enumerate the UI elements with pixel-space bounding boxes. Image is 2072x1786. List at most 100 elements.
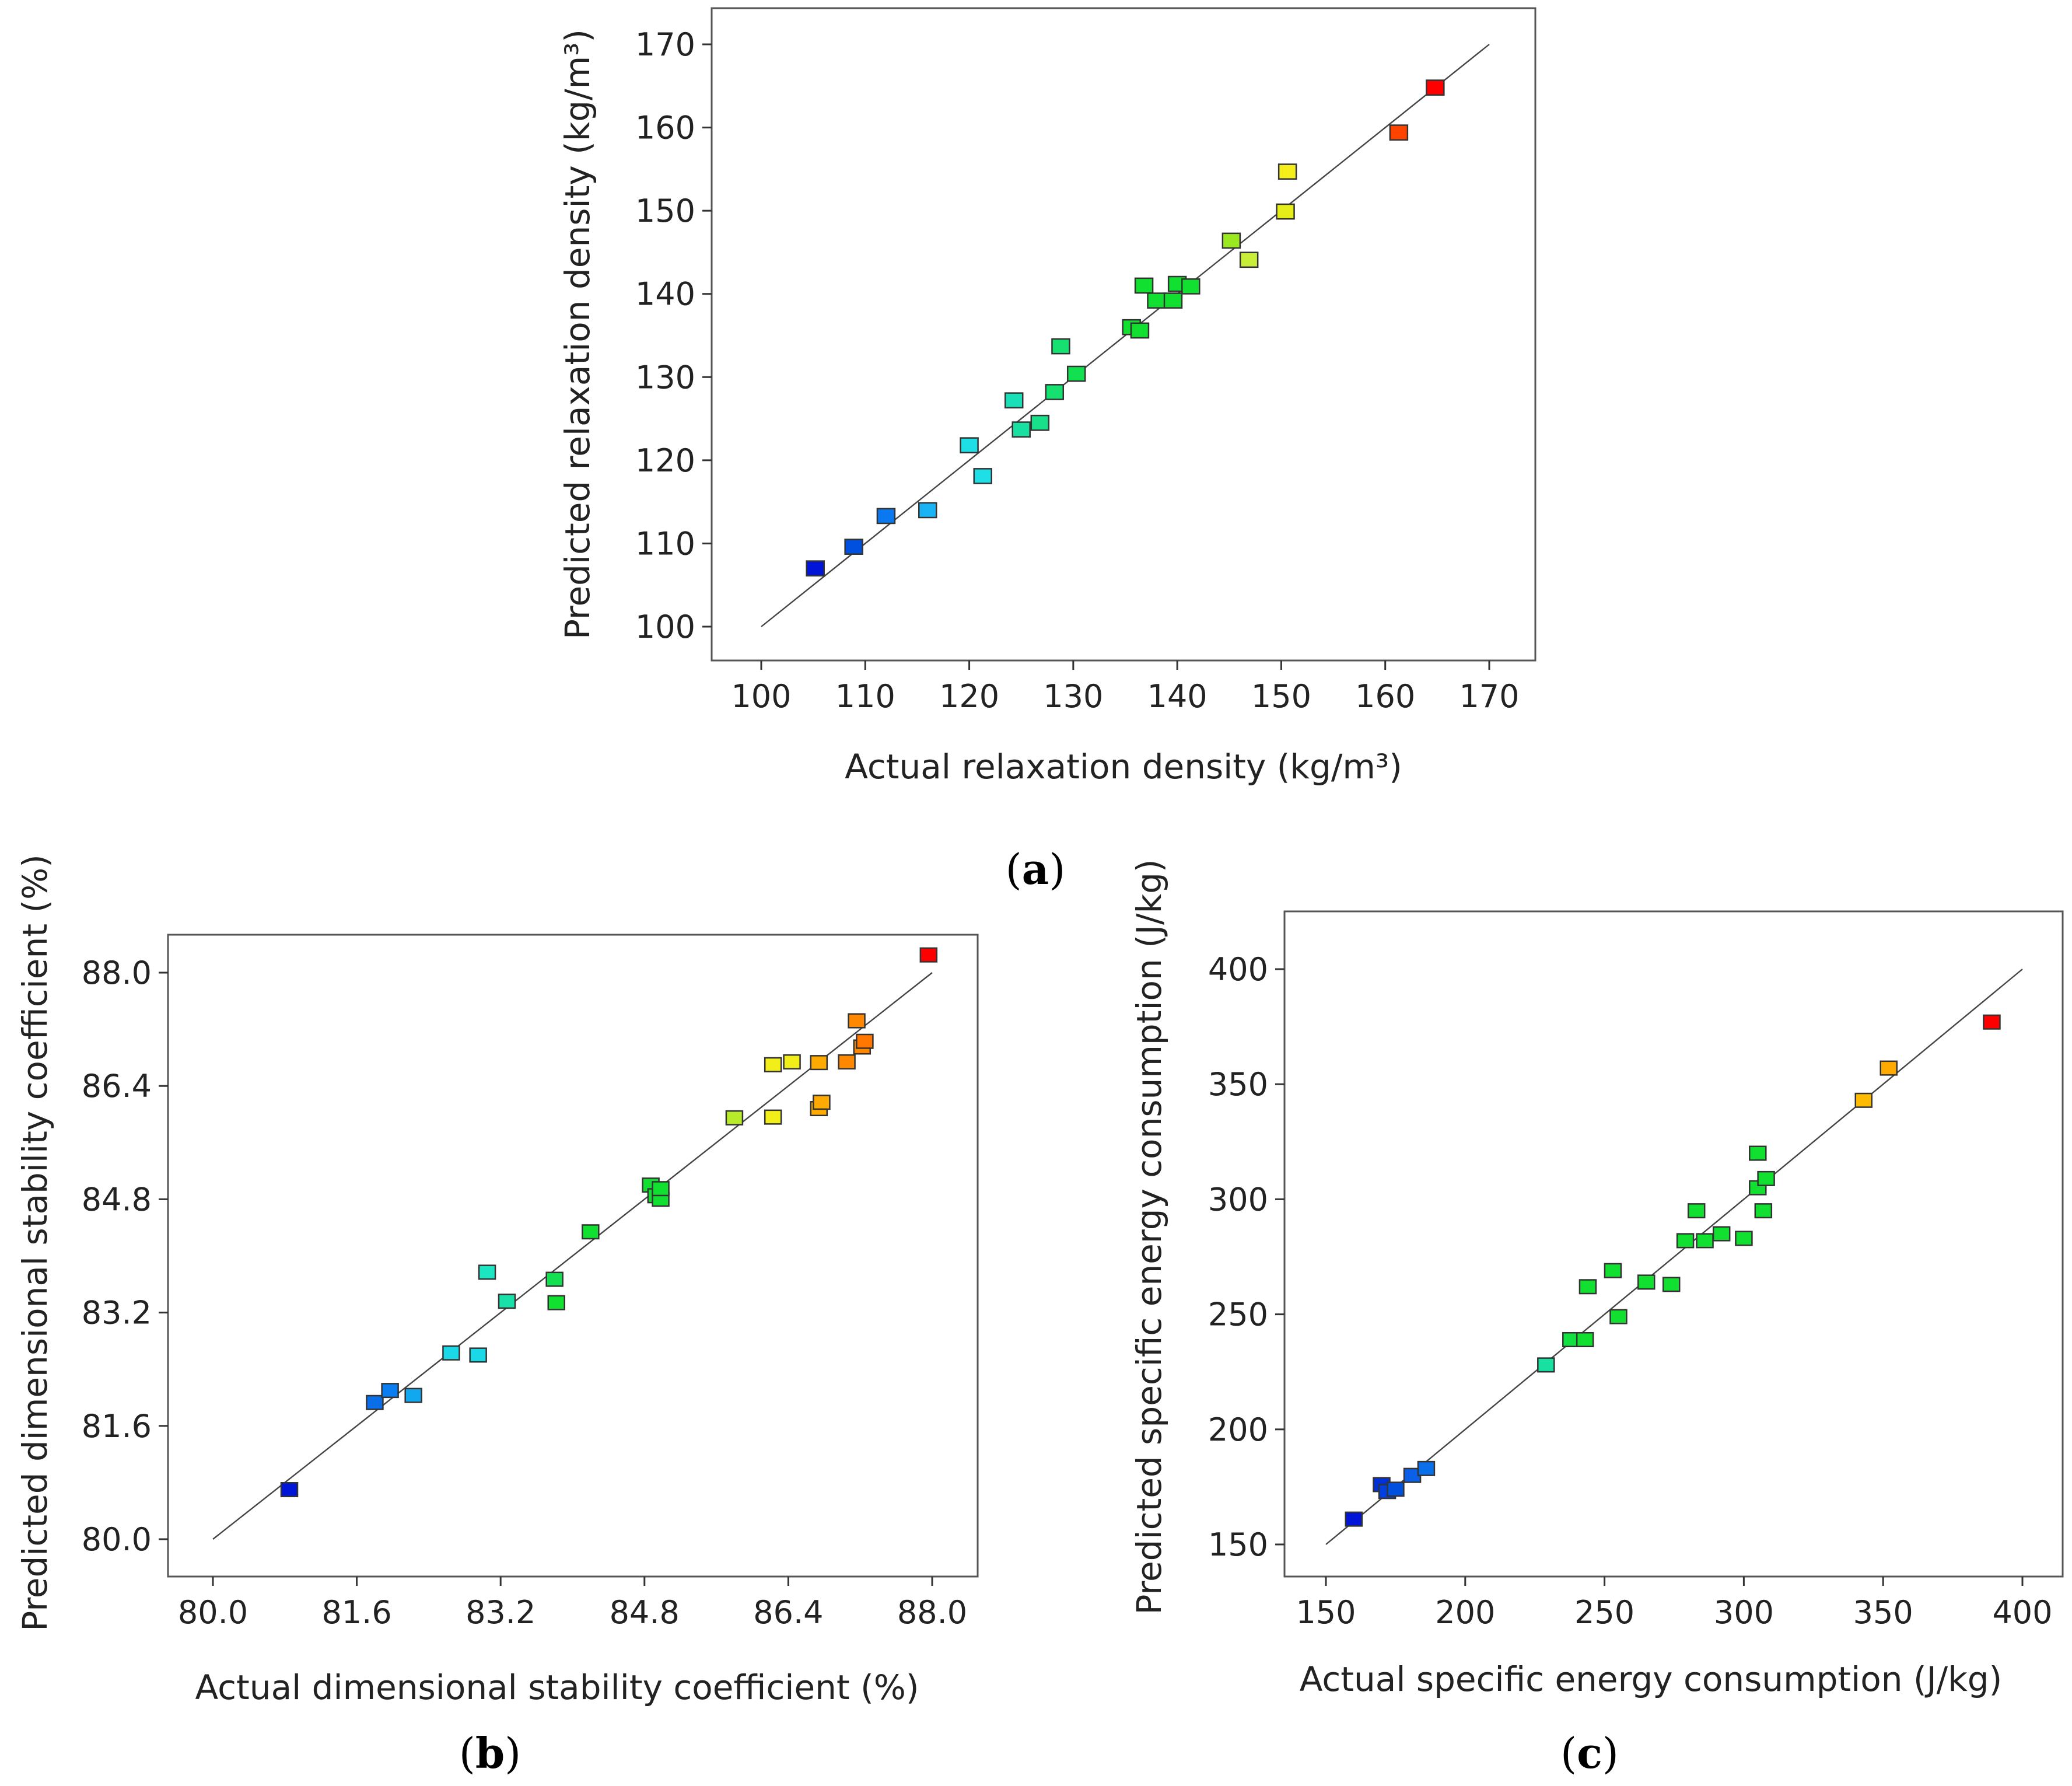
data-point xyxy=(652,1181,670,1197)
data-point xyxy=(545,1271,564,1287)
x-tick-label: 160 xyxy=(1355,678,1415,715)
data-point xyxy=(381,1383,399,1399)
x-axis: 100 110 120 130 140 150 160 170 xyxy=(731,660,1520,715)
data-point xyxy=(1417,1460,1436,1476)
data-point xyxy=(1537,1357,1555,1373)
x-tick-label: 110 xyxy=(835,678,895,715)
data-point xyxy=(404,1387,422,1403)
y-tick-label: 250 xyxy=(1208,1296,1268,1333)
y-tick-label: 150 xyxy=(635,193,695,229)
data-point xyxy=(813,1095,831,1110)
x-tick-label: 80.0 xyxy=(178,1594,248,1631)
data-point xyxy=(1754,1203,1773,1219)
data-point xyxy=(1637,1274,1656,1290)
y-axis: 150 200 250 300 350 400 xyxy=(1208,951,1284,1563)
x-tick-label: 83.2 xyxy=(466,1594,536,1631)
x-axis: 150 200 250 300 350 400 xyxy=(1296,1577,2053,1631)
x-tick-label: 400 xyxy=(1992,1594,2052,1631)
x-axis-label: Actual relaxation density (kg/m³) xyxy=(845,747,1402,787)
x-tick-label: 120 xyxy=(939,678,999,715)
diagonal-line xyxy=(1325,969,2023,1545)
y-axis-label: Predicted relaxation density (kg/m³) xyxy=(558,29,597,639)
data-point xyxy=(478,1264,496,1280)
data-point xyxy=(973,468,992,484)
data-point xyxy=(764,1057,782,1072)
x-tick-label: 170 xyxy=(1459,678,1519,715)
data-point xyxy=(876,508,896,525)
y-tick-label: 110 xyxy=(635,525,695,562)
x-tick-label: 100 xyxy=(731,678,791,715)
y-tick-label: 86.4 xyxy=(82,1068,152,1105)
data-point xyxy=(725,1110,744,1126)
data-point xyxy=(1004,392,1024,409)
y-tick-label: 83.2 xyxy=(82,1295,152,1331)
data-point xyxy=(1426,79,1445,96)
x-tick-label: 84.8 xyxy=(610,1594,680,1631)
data-point xyxy=(442,1345,460,1361)
data-point xyxy=(1239,251,1259,268)
data-point xyxy=(1147,292,1166,309)
chart-panel-c: 150 200 250 300 350 400 150 200 250 300 350 400 Ac… xyxy=(1129,859,2064,1778)
y-tick-label: 200 xyxy=(1208,1411,1268,1448)
chart-panel-a: 100 110 120 130 140 150 160 170 100 110 120 130 140… xyxy=(558,7,1536,894)
data-points xyxy=(1345,1014,2001,1527)
x-tick-label: 350 xyxy=(1853,1594,1913,1631)
data-point xyxy=(1609,1309,1628,1324)
y-tick-label: 130 xyxy=(635,359,695,396)
panel-label: (c) xyxy=(1560,1728,1619,1778)
y-tick-label: 81.6 xyxy=(82,1408,152,1445)
data-point xyxy=(1854,1092,1873,1108)
data-point xyxy=(1278,163,1297,180)
data-point xyxy=(1735,1231,1753,1246)
data-point xyxy=(1696,1233,1714,1249)
y-axis: 100 110 120 130 140 150 160 170 xyxy=(635,26,712,645)
data-point xyxy=(1181,278,1200,295)
panel-label: (a) xyxy=(1006,844,1066,894)
plot-frame xyxy=(1283,910,2064,1578)
data-point xyxy=(810,1055,828,1071)
data-points xyxy=(806,79,1445,577)
data-point xyxy=(918,502,937,519)
diagonal-line xyxy=(761,44,1490,627)
data-point xyxy=(1130,322,1150,339)
data-point xyxy=(582,1224,600,1240)
y-tick-label: 84.8 xyxy=(82,1181,152,1218)
data-point xyxy=(547,1295,566,1310)
x-axis-label: Actual specific energy consumption (J/kg… xyxy=(1300,1659,2003,1699)
y-tick-label: 160 xyxy=(635,110,695,146)
x-tick-label: 200 xyxy=(1435,1594,1495,1631)
data-points xyxy=(280,947,938,1498)
x-tick-label: 130 xyxy=(1043,678,1103,715)
panel-letter: c xyxy=(1577,1728,1602,1778)
data-point xyxy=(1676,1233,1695,1249)
data-point xyxy=(1051,338,1070,355)
y-axis-label: Predicted dimensional stability coeffici… xyxy=(15,854,55,1631)
data-point xyxy=(1030,414,1050,431)
y-tick-label: 150 xyxy=(1208,1526,1268,1563)
panel-letter: a xyxy=(1022,844,1049,894)
x-tick-label: 300 xyxy=(1714,1594,1774,1631)
x-tick-label: 88.0 xyxy=(897,1594,967,1631)
data-point xyxy=(1880,1060,1898,1076)
data-point xyxy=(1389,124,1409,141)
data-point xyxy=(1276,203,1295,220)
y-tick-label: 100 xyxy=(635,609,695,645)
y-axis-label: Predicted specific energy consumption (J… xyxy=(1129,859,1169,1614)
data-point xyxy=(498,1294,516,1309)
data-point xyxy=(366,1394,384,1410)
x-tick-label: 150 xyxy=(1251,678,1311,715)
x-tick-label: 81.6 xyxy=(321,1594,391,1631)
data-point xyxy=(1387,1481,1405,1497)
chart-panel-b: 80.0 81.6 83.2 84.8 86.4 88.0 80.0 81.6 83.2 84.… xyxy=(15,854,979,1778)
data-point xyxy=(469,1347,487,1363)
data-point xyxy=(1045,384,1065,400)
data-point xyxy=(1345,1511,1363,1527)
y-axis: 80.0 81.6 83.2 84.8 86.4 88.0 xyxy=(82,955,168,1558)
data-point xyxy=(1757,1170,1775,1186)
x-tick-label: 250 xyxy=(1574,1594,1634,1631)
data-point xyxy=(844,539,863,555)
panel-letter: b xyxy=(475,1728,505,1778)
data-point xyxy=(838,1054,856,1069)
data-point xyxy=(783,1054,801,1069)
